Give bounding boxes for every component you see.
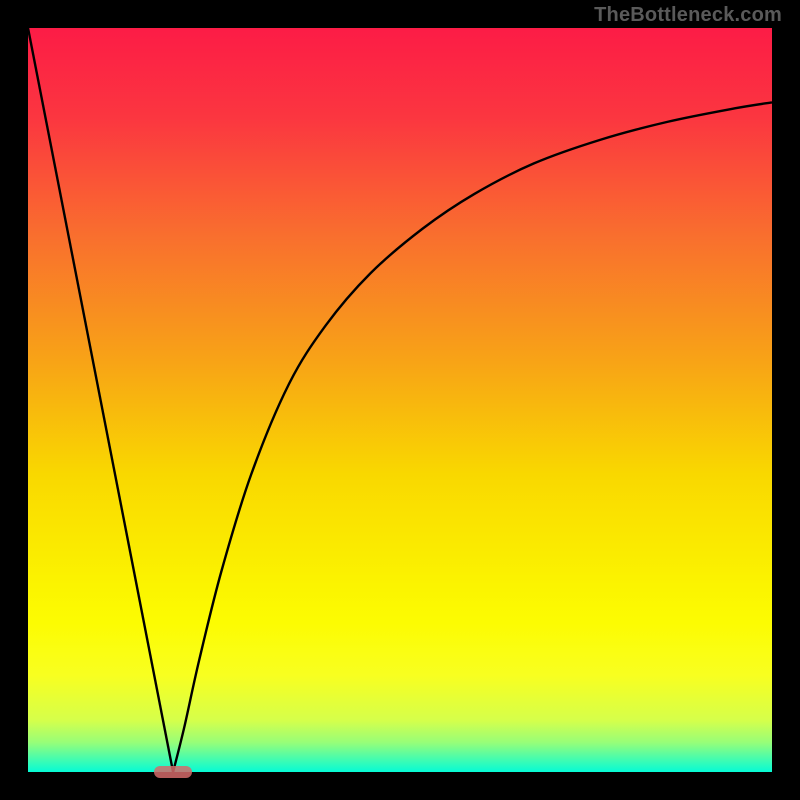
curve-right-branch (173, 102, 772, 772)
curve-left-branch (28, 28, 173, 772)
chart-frame: TheBottleneck.com (0, 0, 800, 800)
plot-area (28, 28, 772, 772)
valley-marker (154, 766, 193, 778)
curve-svg (28, 28, 772, 772)
watermark-text: TheBottleneck.com (594, 4, 782, 27)
